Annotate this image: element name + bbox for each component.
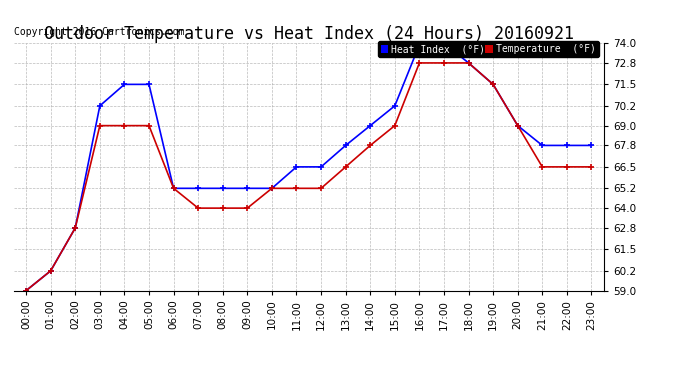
Text: Copyright 2016 Cartronics.com: Copyright 2016 Cartronics.com <box>14 27 184 37</box>
Title: Outdoor Temperature vs Heat Index (24 Hours) 20160921: Outdoor Temperature vs Heat Index (24 Ho… <box>43 25 574 43</box>
Legend: Heat Index  (°F), Temperature  (°F): Heat Index (°F), Temperature (°F) <box>378 41 599 57</box>
